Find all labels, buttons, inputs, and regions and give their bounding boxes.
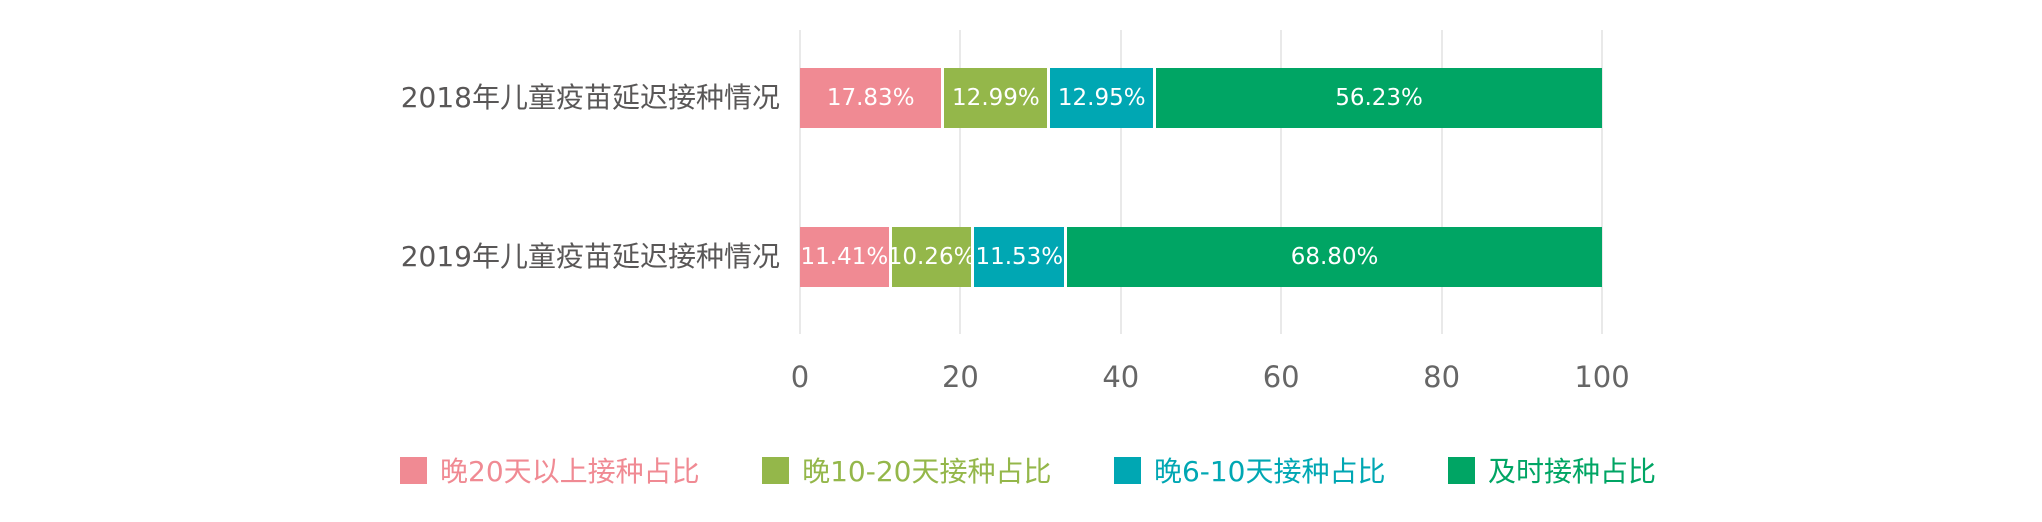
category-label: 2018年儿童疫苗延迟接种情况 — [400, 81, 780, 114]
gridline-20 — [959, 30, 962, 334]
legend-label: 晚20天以上接种占比 — [440, 455, 700, 488]
gridline-100 — [1601, 30, 1603, 334]
bar-segment-series-1[interactable]: 10.26% — [891, 227, 972, 287]
legend-label: 晚6-10天接种占比 — [1153, 455, 1386, 488]
legend-item-series-3[interactable]: 及时接种占比 — [1447, 450, 1656, 490]
category-label: 2019年儿童疫苗延迟接种情况 — [400, 240, 780, 273]
bar-segment-series-3[interactable]: 68.80% — [1067, 227, 1602, 287]
axis-tick-label: 60 — [1262, 360, 1300, 394]
axis-tick-label: 20 — [941, 360, 979, 394]
legend-item-series-0[interactable]: 晚20天以上接种占比 — [400, 450, 700, 490]
axis-tick-label: 40 — [1102, 360, 1140, 394]
legend-label: 及时接种占比 — [1487, 455, 1656, 488]
legend-swatch-icon — [400, 456, 427, 484]
bar-row: 11.41% 10.26% 11.53% 68.80% — [800, 227, 1602, 287]
gridline-60 — [1280, 30, 1283, 334]
axis-tick-label: 0 — [790, 360, 810, 394]
legend-label: 晚10-20天接种占比 — [802, 455, 1052, 488]
bar-segment-series-2[interactable]: 11.53% — [974, 227, 1065, 287]
bar-segment-series-1[interactable]: 12.99% — [944, 68, 1048, 128]
legend-swatch-icon — [1447, 456, 1475, 484]
bar-segment-series-2[interactable]: 12.95% — [1050, 68, 1154, 128]
bar-row: 17.83% 12.99% 12.95% 56.23% — [800, 68, 1602, 128]
bar-segment-series-3[interactable]: 56.23% — [1156, 68, 1602, 128]
axis-tick-label: 80 — [1423, 360, 1461, 394]
legend-swatch-icon — [762, 456, 790, 484]
gridline-40 — [1119, 30, 1122, 334]
bar-segment-series-0[interactable]: 11.41% — [800, 227, 889, 287]
legend-item-series-2[interactable]: 晚6-10天接种占比 — [1113, 450, 1386, 490]
gridline-0 — [799, 30, 801, 334]
axis-tick-label: 100 — [1574, 360, 1630, 394]
legend-swatch-icon — [1113, 456, 1141, 484]
gridline-80 — [1440, 30, 1443, 334]
legend-item-series-1[interactable]: 晚10-20天接种占比 — [762, 450, 1051, 490]
legend: 晚20天以上接种占比 晚10-20天接种占比 晚6-10天接种占比 及时接种占比 — [400, 450, 1656, 490]
bar-segment-series-0[interactable]: 17.83% — [800, 68, 942, 128]
